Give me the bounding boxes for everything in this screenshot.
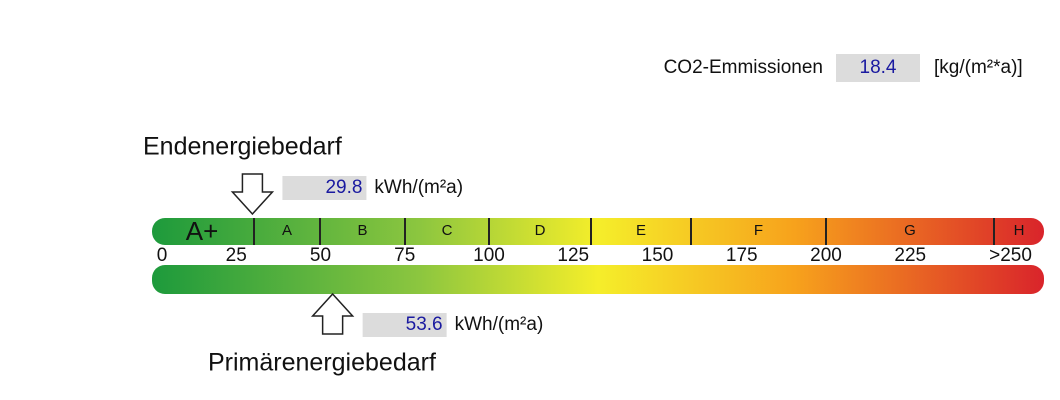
tick-label: 0 bbox=[157, 245, 168, 266]
scale-bar bbox=[152, 265, 1044, 294]
value-box bbox=[362, 313, 447, 337]
unit: kWh/(m²a) bbox=[455, 314, 544, 335]
primary-energy-arrow bbox=[310, 292, 355, 335]
tick-label: 125 bbox=[557, 245, 589, 266]
tick-label: 225 bbox=[894, 245, 926, 266]
co2-box bbox=[836, 54, 920, 82]
class-label: A bbox=[282, 222, 292, 239]
primary-energy-title: Primärenergiebedarf bbox=[208, 349, 436, 377]
class-label: A+ bbox=[186, 216, 219, 246]
class-label: G bbox=[904, 222, 916, 239]
co2-unit: [kg/(m²*a)] bbox=[934, 57, 1023, 78]
value: 53.6 bbox=[406, 314, 443, 335]
class-label: C bbox=[442, 222, 453, 239]
tick-label: 75 bbox=[394, 245, 415, 266]
end-energy-arrow bbox=[230, 173, 275, 216]
tick-label: 50 bbox=[310, 245, 331, 266]
tick-label: 150 bbox=[642, 245, 674, 266]
class-label: H bbox=[1014, 222, 1025, 239]
class-label: D bbox=[535, 222, 546, 239]
value-box bbox=[282, 176, 367, 200]
tick-label: 100 bbox=[473, 245, 505, 266]
unit: kWh/(m²a) bbox=[374, 177, 463, 198]
value: 29.8 bbox=[325, 177, 362, 198]
co2-value: 18.4 bbox=[860, 57, 897, 78]
class-bar bbox=[152, 218, 1044, 245]
class-label: F bbox=[754, 222, 763, 239]
tick-label: 175 bbox=[726, 245, 758, 266]
tick-label: >250 bbox=[989, 245, 1032, 266]
end-energy-title: Endenergiebedarf bbox=[143, 133, 342, 161]
co2-label: CO2-Emmissionen bbox=[664, 57, 823, 78]
tick-label: 200 bbox=[810, 245, 842, 266]
tick-label: 25 bbox=[226, 245, 247, 266]
class-label: E bbox=[636, 222, 646, 239]
class-label: B bbox=[357, 222, 367, 239]
